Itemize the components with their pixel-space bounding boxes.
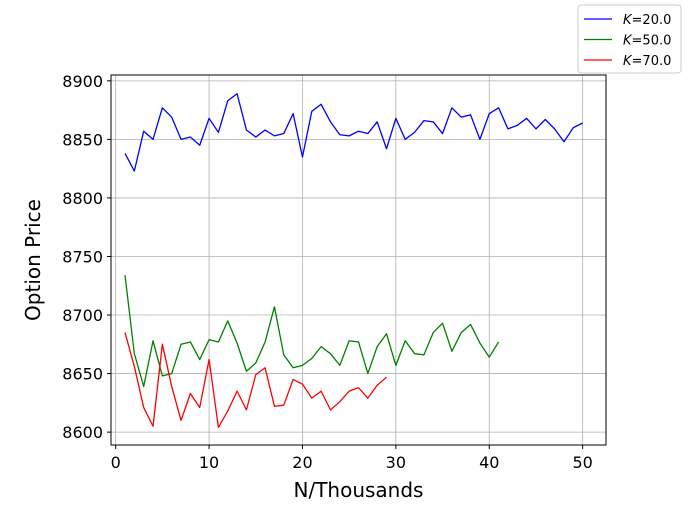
legend-var: K — [623, 13, 633, 28]
y-tick-label: 8850 — [62, 130, 103, 149]
grid — [111, 75, 606, 445]
plot-frame — [110, 74, 607, 446]
series-line-2 — [124, 275, 500, 388]
legend-label-1: K=20.0 — [623, 13, 671, 28]
x-axis-label: N/Thousands — [294, 478, 424, 502]
y-tick-label: 8750 — [62, 247, 103, 266]
series-line-3 — [124, 332, 387, 429]
y-tick-label: 8700 — [62, 306, 103, 325]
y-tick-label: 8900 — [62, 72, 103, 91]
y-tick-label: 8650 — [62, 365, 103, 384]
x-tick-label: 10 — [199, 453, 219, 472]
legend: K=20.0K=50.0K=70.0 — [577, 4, 682, 74]
ticks: 0 10 20 30 40 50 8600 8650 8700 8750 8800 8850 8900 — [62, 72, 593, 472]
x-tick-label: 50 — [572, 453, 592, 472]
legend-var: K — [623, 54, 633, 69]
x-tick-label: 0 — [111, 453, 121, 472]
legend-label-2: K=50.0 — [623, 34, 671, 49]
x-tick-label: 40 — [479, 453, 499, 472]
y-tick-label: 8600 — [62, 423, 103, 442]
legend-box — [577, 4, 682, 74]
legend-value: =70.0 — [632, 54, 672, 69]
legend-value: =50.0 — [632, 34, 672, 49]
legend-label-3: K=70.0 — [623, 54, 671, 69]
legend-var: K — [623, 34, 633, 49]
series-layer — [124, 93, 583, 429]
x-tick-label: 20 — [292, 453, 312, 472]
y-axis-label: Option Price — [21, 199, 45, 321]
y-tick-label: 8800 — [62, 189, 103, 208]
legend-value: =20.0 — [632, 13, 672, 28]
series-line-1 — [124, 93, 583, 172]
x-tick-label: 30 — [386, 453, 406, 472]
